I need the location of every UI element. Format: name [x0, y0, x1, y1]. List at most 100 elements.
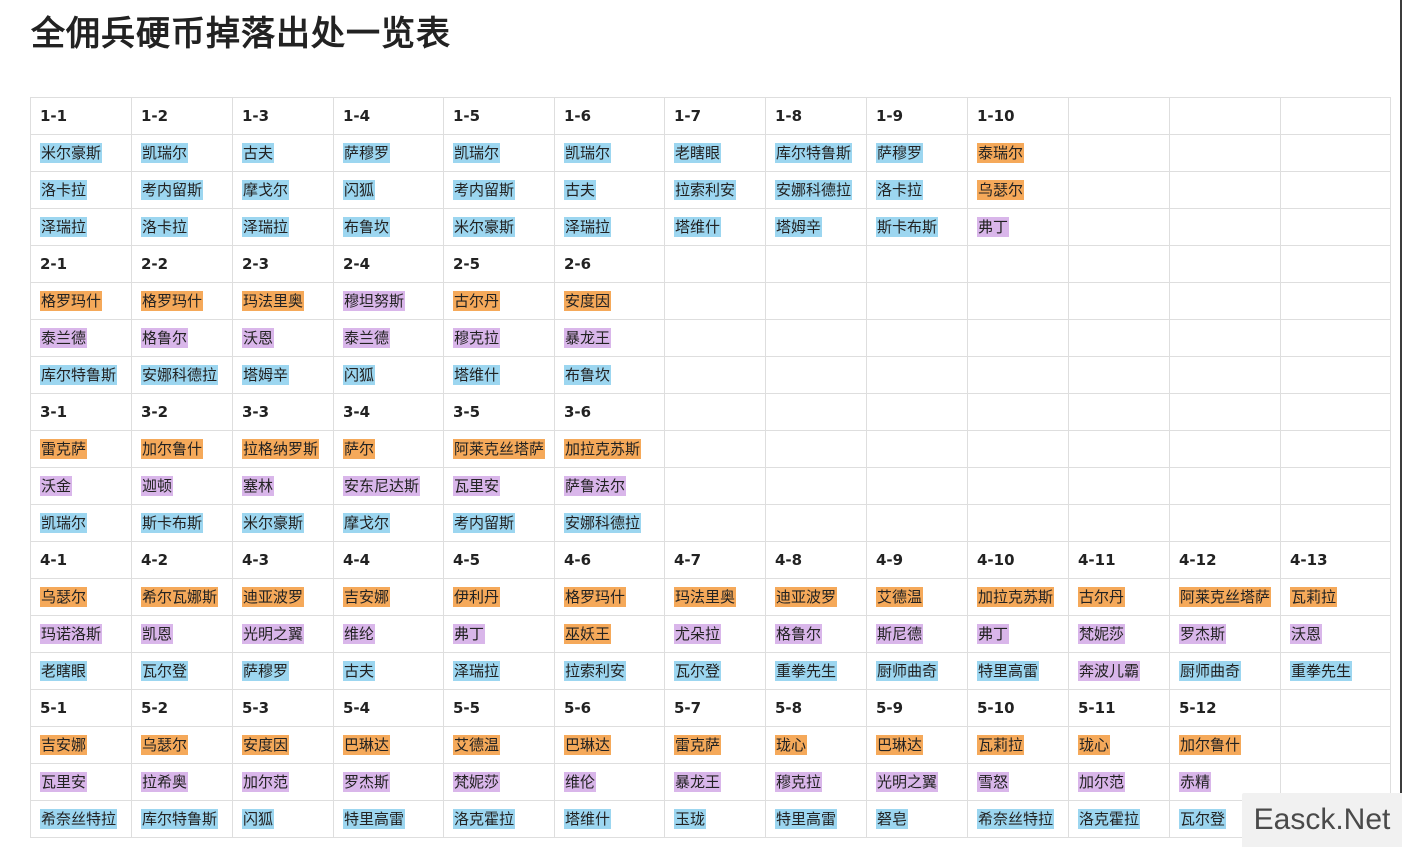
mercenary-name: 洛克霍拉: [453, 809, 516, 829]
mercenary-name: 凯瑞尔: [40, 513, 88, 533]
table-cell: [1280, 134, 1391, 172]
table-cell: 光明之翼: [232, 615, 334, 653]
table-cell: 瓦里安: [443, 467, 555, 505]
table-cell: 维纶: [333, 615, 444, 653]
table-cell: 巴琳达: [333, 726, 444, 764]
table-cell: 古夫: [333, 652, 444, 690]
mercenary-row: 雷克萨 加尔鲁什 拉格纳罗斯 萨尔 阿莱克丝塔萨 加拉克苏斯: [30, 430, 1391, 468]
table-cell: 凯瑞尔: [443, 134, 555, 172]
table-cell: 沃恩: [232, 319, 334, 357]
mercenary-name: 格鲁尔: [775, 624, 823, 644]
table-cell: [1169, 134, 1281, 172]
table-cell: [967, 282, 1069, 320]
table-cell: 厨师曲奇: [866, 652, 968, 690]
mercenary-name: 塔姆辛: [242, 365, 290, 385]
table-cell: 布鲁坎: [333, 208, 444, 246]
stage-label: 4-10: [967, 541, 1069, 579]
stage-header-row: 3-1 3-2 3-3 3-4 3-5 3-6: [30, 393, 1391, 431]
mercenary-name: 老瞎眼: [40, 661, 88, 681]
mercenary-name: 伊利丹: [453, 587, 501, 607]
stage-label: [1280, 393, 1391, 431]
table-cell: 弗丁: [967, 615, 1069, 653]
stage-label: 3-6: [554, 393, 665, 431]
table-cell: 希尔瓦娜斯: [131, 578, 233, 616]
table-cell: 迦顿: [131, 467, 233, 505]
stage-label: 4-13: [1280, 541, 1391, 579]
table-cell: 库尔特鲁斯: [131, 800, 233, 838]
mercenary-name: 暴龙王: [674, 772, 722, 792]
table-cell: 弗丁: [967, 208, 1069, 246]
mercenary-name: 拉索利安: [564, 661, 627, 681]
table-cell: 萨穆罗: [333, 134, 444, 172]
table-cell: 闪狐: [333, 356, 444, 394]
mercenary-row: 泽瑞拉 洛卡拉 泽瑞拉 布鲁坎 米尔豪斯 泽瑞拉 塔维什 塔姆辛 斯卡布斯 弗丁: [30, 208, 1391, 246]
mercenary-name: 瓦莉拉: [1290, 587, 1338, 607]
table-cell: 穆克拉: [765, 763, 867, 801]
stage-label: 5-10: [967, 689, 1069, 727]
stage-label: 1-9: [866, 97, 968, 135]
table-cell: 巴琳达: [554, 726, 665, 764]
table-cell: 玛法里奥: [664, 578, 766, 616]
table-cell: 吉安娜: [30, 726, 132, 764]
mercenary-name: 洛卡拉: [141, 217, 189, 237]
mercenary-name: 穆克拉: [775, 772, 823, 792]
mercenary-name: 泰兰德: [40, 328, 88, 348]
mercenary-row: 希奈丝特拉 库尔特鲁斯 闪狐 特里高雷 洛克霍拉 塔维什 玉珑 特里高雷 砮皂 希奈丝特拉 洛克霍拉…: [30, 800, 1391, 838]
table-cell: 拉希奥: [131, 763, 233, 801]
table-cell: 斯卡布斯: [866, 208, 968, 246]
mercenary-name: 雪怒: [977, 772, 1010, 792]
table-cell: [1068, 467, 1170, 505]
stage-label: [1169, 245, 1281, 283]
table-cell: [866, 282, 968, 320]
mercenary-name: 迦顿: [141, 476, 174, 496]
table-cell: [1169, 282, 1281, 320]
mercenary-name: 加尔范: [1078, 772, 1126, 792]
mercenary-row: 洛卡拉 考内留斯 摩戈尔 闪狐 考内留斯 古夫 拉索利安 安娜科德拉 洛卡拉 乌瑟尔: [30, 171, 1391, 209]
table-cell: 斯尼德: [866, 615, 968, 653]
mercenary-name: 米尔豪斯: [242, 513, 305, 533]
table-cell: 考内留斯: [443, 504, 555, 542]
mercenary-name: 特里高雷: [775, 809, 838, 829]
mercenary-name: 重拳先生: [1290, 661, 1353, 681]
stage-label: 4-6: [554, 541, 665, 579]
table-cell: 加拉克苏斯: [554, 430, 665, 468]
mercenary-name: 泰兰德: [343, 328, 391, 348]
table-cell: 希奈丝特拉: [967, 800, 1069, 838]
mercenary-name: 特里高雷: [343, 809, 406, 829]
mercenary-name: 泽瑞拉: [40, 217, 88, 237]
mercenary-name: 拉希奥: [141, 772, 189, 792]
stage-label: 3-1: [30, 393, 132, 431]
coin-drop-table: 1-1 1-2 1-3 1-4 1-5 1-6 1-7 1-8 1-9 1-10 米尔豪斯 凯瑞尔 古夫…: [30, 97, 1391, 838]
mercenary-name: 塞林: [242, 476, 275, 496]
mercenary-name: 希奈丝特拉: [977, 809, 1055, 829]
mercenary-name: 安娜科德拉: [775, 180, 853, 200]
stage-label: [967, 245, 1069, 283]
table-cell: 泽瑞拉: [554, 208, 665, 246]
table-cell: 考内留斯: [443, 171, 555, 209]
stage-label: [1280, 689, 1391, 727]
table-cell: [866, 356, 968, 394]
table-cell: 泰瑞尔: [967, 134, 1069, 172]
table-cell: [664, 356, 766, 394]
mercenary-name: 米尔豪斯: [40, 143, 103, 163]
table-cell: 维伦: [554, 763, 665, 801]
mercenary-name: 赤精: [1179, 772, 1212, 792]
stage-label: [967, 393, 1069, 431]
page-title: 全佣兵硬币掉落出处一览表: [31, 14, 451, 54]
mercenary-row: 沃金 迦顿 塞林 安东尼达斯 瓦里安 萨鲁法尔: [30, 467, 1391, 505]
table-cell: [1280, 319, 1391, 357]
stage-label: 4-5: [443, 541, 555, 579]
table-cell: 巴琳达: [866, 726, 968, 764]
stage-label: 1-8: [765, 97, 867, 135]
table-cell: 暴龙王: [554, 319, 665, 357]
table-cell: 阿莱克丝塔萨: [443, 430, 555, 468]
mercenary-row: 库尔特鲁斯 安娜科德拉 塔姆辛 闪狐 塔维什 布鲁坎: [30, 356, 1391, 394]
mercenary-name: 罗杰斯: [1179, 624, 1227, 644]
table-cell: [664, 282, 766, 320]
mercenary-name: 弗丁: [977, 217, 1010, 237]
mercenary-name: 凯恩: [141, 624, 174, 644]
table-cell: 萨尔: [333, 430, 444, 468]
table-cell: 泰兰德: [333, 319, 444, 357]
mercenary-name: 库尔特鲁斯: [40, 365, 118, 385]
mercenary-name: 加尔范: [242, 772, 290, 792]
